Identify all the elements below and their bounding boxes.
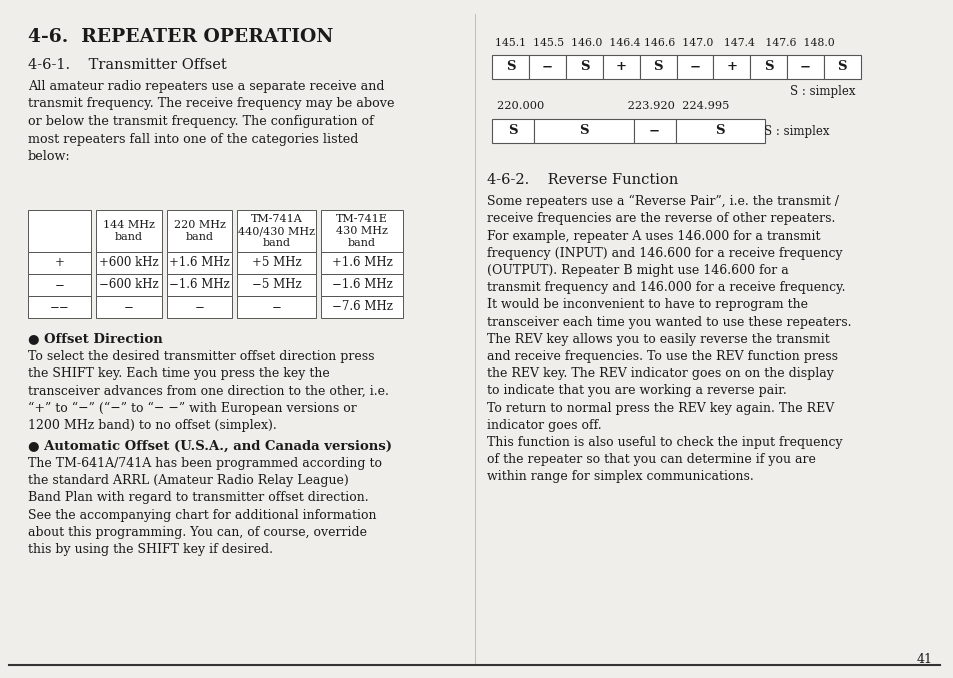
FancyBboxPatch shape (492, 119, 534, 143)
Text: −−: −− (50, 300, 69, 313)
Text: 220 MHz
band: 220 MHz band (173, 220, 225, 242)
Text: TM-741E
430 MHz
band: TM-741E 430 MHz band (335, 214, 388, 247)
Text: +: + (54, 256, 64, 269)
Text: 144 MHz
band: 144 MHz band (103, 220, 154, 242)
FancyBboxPatch shape (95, 210, 162, 252)
Text: The TM-641A/741A has been programmed according to
the standard ARRL (Amateur Rad: The TM-641A/741A has been programmed acc… (28, 457, 381, 556)
FancyBboxPatch shape (321, 274, 402, 296)
FancyBboxPatch shape (639, 55, 676, 79)
Text: −: − (124, 300, 133, 313)
Text: −: − (648, 125, 659, 138)
Text: S: S (837, 60, 846, 73)
FancyBboxPatch shape (534, 119, 633, 143)
FancyBboxPatch shape (633, 119, 675, 143)
Text: S: S (506, 60, 515, 73)
Text: S : simplex: S : simplex (763, 125, 829, 138)
Text: −: − (194, 300, 204, 313)
Text: 41: 41 (915, 653, 931, 666)
FancyBboxPatch shape (28, 252, 91, 274)
FancyBboxPatch shape (321, 296, 402, 318)
FancyBboxPatch shape (602, 55, 639, 79)
FancyBboxPatch shape (675, 119, 764, 143)
Text: +: + (615, 60, 626, 73)
FancyBboxPatch shape (676, 55, 713, 79)
Text: 4-6.  REPEATER OPERATION: 4-6. REPEATER OPERATION (28, 28, 333, 46)
FancyBboxPatch shape (167, 210, 232, 252)
FancyBboxPatch shape (529, 55, 565, 79)
Text: +5 MHz: +5 MHz (252, 256, 301, 269)
FancyBboxPatch shape (236, 274, 316, 296)
Text: −5 MHz: −5 MHz (252, 279, 301, 292)
Text: 4-6-2.    Reverse Function: 4-6-2. Reverse Function (487, 173, 679, 187)
Text: ● Offset Direction: ● Offset Direction (28, 332, 162, 345)
Text: −: − (799, 60, 810, 73)
Text: −7.6 MHz: −7.6 MHz (332, 300, 392, 313)
Text: 4-6-1.    Transmitter Offset: 4-6-1. Transmitter Offset (28, 58, 227, 72)
FancyBboxPatch shape (167, 274, 232, 296)
Text: −: − (54, 279, 64, 292)
FancyBboxPatch shape (492, 55, 529, 79)
FancyBboxPatch shape (95, 296, 162, 318)
Text: −: − (541, 60, 553, 73)
FancyBboxPatch shape (565, 55, 602, 79)
Text: S: S (715, 125, 724, 138)
FancyBboxPatch shape (786, 55, 822, 79)
FancyBboxPatch shape (321, 210, 402, 252)
Text: S: S (763, 60, 773, 73)
Text: Some repeaters use a “Reverse Pair”, i.e. the transmit /
receive frequencies are: Some repeaters use a “Reverse Pair”, i.e… (487, 195, 851, 483)
Text: +1.6 MHz: +1.6 MHz (169, 256, 230, 269)
Text: S: S (653, 60, 662, 73)
Text: +: + (725, 60, 737, 73)
FancyBboxPatch shape (822, 55, 860, 79)
FancyBboxPatch shape (236, 296, 316, 318)
Text: −1.6 MHz: −1.6 MHz (332, 279, 392, 292)
FancyBboxPatch shape (236, 252, 316, 274)
FancyBboxPatch shape (713, 55, 749, 79)
Text: −: − (272, 300, 281, 313)
Text: +1.6 MHz: +1.6 MHz (332, 256, 392, 269)
Text: +600 kHz: +600 kHz (99, 256, 158, 269)
Text: −: − (689, 60, 700, 73)
Text: S: S (579, 60, 589, 73)
Text: −1.6 MHz: −1.6 MHz (169, 279, 230, 292)
FancyBboxPatch shape (236, 210, 316, 252)
Text: TM-741A
440/430 MHz
band: TM-741A 440/430 MHz band (238, 214, 314, 247)
Text: 220.000                       223.920  224.995: 220.000 223.920 224.995 (497, 101, 729, 111)
FancyBboxPatch shape (167, 252, 232, 274)
Text: 145.1  145.5  146.0  146.4 146.6  147.0   147.4   147.6  148.0: 145.1 145.5 146.0 146.4 146.6 147.0 147.… (495, 38, 834, 48)
Text: S: S (578, 125, 588, 138)
FancyBboxPatch shape (28, 296, 91, 318)
FancyBboxPatch shape (167, 296, 232, 318)
FancyBboxPatch shape (321, 252, 402, 274)
Text: All amateur radio repeaters use a separate receive and
transmit frequency. The r: All amateur radio repeaters use a separa… (28, 80, 394, 163)
Text: S: S (508, 125, 517, 138)
Text: To select the desired transmitter offset direction press
the SHIFT key. Each tim: To select the desired transmitter offset… (28, 350, 388, 432)
Text: −600 kHz: −600 kHz (99, 279, 158, 292)
FancyBboxPatch shape (749, 55, 786, 79)
Text: ● Automatic Offset (U.S.A., and Canada versions): ● Automatic Offset (U.S.A., and Canada v… (28, 440, 392, 453)
FancyBboxPatch shape (28, 210, 91, 252)
FancyBboxPatch shape (95, 274, 162, 296)
FancyBboxPatch shape (95, 252, 162, 274)
FancyBboxPatch shape (28, 274, 91, 296)
Text: S : simplex: S : simplex (789, 85, 855, 98)
